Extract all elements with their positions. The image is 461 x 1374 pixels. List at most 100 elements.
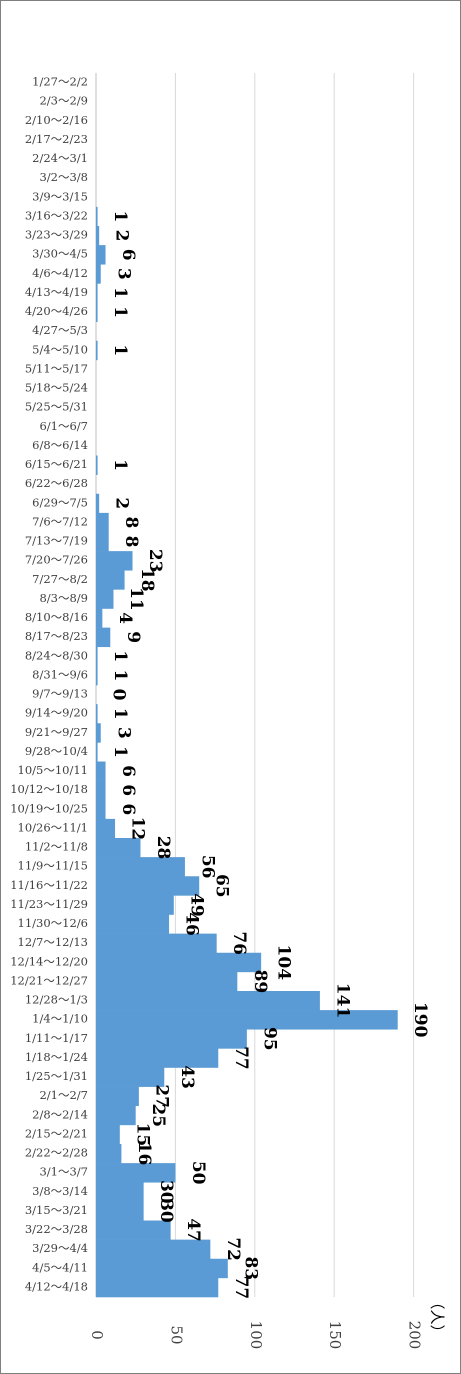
bar: [96, 780, 106, 801]
bar: [96, 818, 116, 839]
bar: [96, 895, 174, 915]
data-label: 2: [112, 497, 132, 509]
bar: [96, 933, 217, 954]
category-label: 2/17～2/23: [25, 132, 88, 146]
category-label: 9/7～9/13: [32, 687, 88, 701]
bar: [96, 704, 98, 724]
category-label: 3/22～3/28: [25, 1222, 88, 1236]
x-tick-label: 200: [406, 1321, 424, 1350]
data-label: 190: [410, 1002, 430, 1038]
x-tick-label: 50: [167, 1325, 185, 1344]
bar: [96, 1201, 144, 1221]
bar: [96, 245, 106, 265]
data-label: 1: [110, 746, 130, 758]
category-label: 3/30～4/5: [32, 247, 88, 261]
data-label: 56: [197, 855, 217, 879]
category-label: 12/14～12/20: [10, 954, 88, 968]
data-label: 50: [188, 1161, 208, 1185]
category-label: 11/16～11/22: [10, 878, 88, 892]
category-label: 2/15～2/21: [25, 1126, 88, 1140]
category-label: 4/27～5/3: [32, 323, 88, 337]
x-tick-label: 100: [247, 1321, 265, 1350]
bar: [96, 283, 98, 303]
bar: [96, 991, 320, 1011]
category-label: 8/31～9/6: [32, 667, 88, 681]
category-label: 7/6～7/12: [32, 514, 88, 528]
bar: [96, 570, 125, 590]
bar: [96, 742, 98, 762]
bar: [96, 723, 101, 743]
category-label: 4/5～4/11: [32, 1260, 88, 1274]
data-label: 95: [259, 1027, 279, 1051]
category-label: 6/22～6/28: [25, 476, 88, 490]
bar: [96, 1220, 171, 1240]
bar: [96, 589, 114, 609]
bar: [96, 857, 185, 877]
data-label: 11: [126, 587, 146, 611]
category-label: 11/23～11/29: [10, 897, 88, 911]
bar: [96, 1182, 144, 1202]
category-label: 10/19～10/25: [10, 801, 88, 815]
data-label: 8: [121, 517, 141, 529]
category-labels: 1/27～2/2 2/3～2/9 2/10～2/16 2/17～2/23 2/24～3/…: [10, 75, 88, 1294]
axis-tick-labels: 0 50 100 150 200: [88, 1321, 424, 1350]
category-label: 3/23～3/29: [25, 228, 88, 242]
data-label: 1: [110, 459, 130, 471]
category-label: 8/17～8/23: [25, 629, 88, 643]
data-label: 3: [113, 727, 133, 739]
bar: [96, 608, 103, 628]
category-label: 12/28～1/3: [25, 993, 88, 1007]
x-tick-label: 150: [326, 1321, 344, 1350]
category-label: 12/7～12/13: [18, 935, 88, 949]
data-label: 46: [182, 912, 202, 936]
category-label: 10/26～11/1: [18, 820, 88, 834]
data-label: 16: [134, 1142, 154, 1166]
data-label: 12: [128, 817, 148, 841]
category-label: 1/4～1/10: [32, 1012, 88, 1026]
category-label: 4/13～4/19: [25, 285, 88, 299]
bar: [96, 646, 98, 667]
bar: [96, 1277, 219, 1298]
data-label: 77: [231, 1046, 251, 1070]
category-label: 2/1～2/7: [39, 1088, 88, 1102]
category-label: 7/13～7/19: [25, 534, 88, 548]
category-label: 2/22～2/28: [25, 1146, 88, 1160]
category-label: 2/8～2/14: [32, 1107, 88, 1121]
bar: [96, 914, 170, 934]
data-label: 83: [240, 1256, 260, 1280]
category-label: 7/20～7/26: [25, 553, 88, 567]
data-label: 9: [123, 631, 143, 643]
category-label: 8/24～8/30: [25, 648, 88, 662]
category-label: 6/1～6/7: [39, 419, 88, 433]
bars: [96, 206, 398, 1298]
category-label: 11/2～11/8: [25, 840, 88, 854]
bar: [96, 1163, 176, 1183]
category-label: 11/9～11/15: [18, 859, 88, 873]
bar: [96, 302, 98, 322]
category-label: 8/3～8/9: [39, 591, 88, 605]
data-label: 6: [118, 249, 138, 261]
category-label: 3/16～3/22: [25, 208, 88, 222]
category-label: 4/6～4/12: [32, 266, 88, 280]
data-label: 1: [110, 650, 130, 662]
category-label: 5/18～5/24: [25, 381, 88, 395]
category-label: 6/8～6/14: [32, 438, 88, 452]
bar: [96, 206, 98, 227]
data-label: 25: [148, 1103, 168, 1127]
data-label: 1: [110, 670, 130, 682]
category-label: 9/14～9/20: [25, 706, 88, 720]
axis-unit-label: （人）: [428, 1294, 446, 1339]
data-label: 23: [145, 549, 165, 573]
category-label: 7/27～8/2: [32, 572, 88, 586]
category-label: 3/29～4/4: [32, 1241, 88, 1255]
category-label: 2/10～2/16: [25, 113, 88, 127]
bar: [96, 665, 98, 686]
category-label: 5/11～5/17: [25, 361, 88, 375]
bar: [96, 627, 111, 648]
data-label: 30: [156, 1199, 176, 1223]
category-label: 4/12～4/18: [25, 1279, 88, 1293]
data-label: 3: [113, 268, 133, 280]
data-labels: 1263111128823181149110131666122856654946…: [109, 211, 431, 1300]
